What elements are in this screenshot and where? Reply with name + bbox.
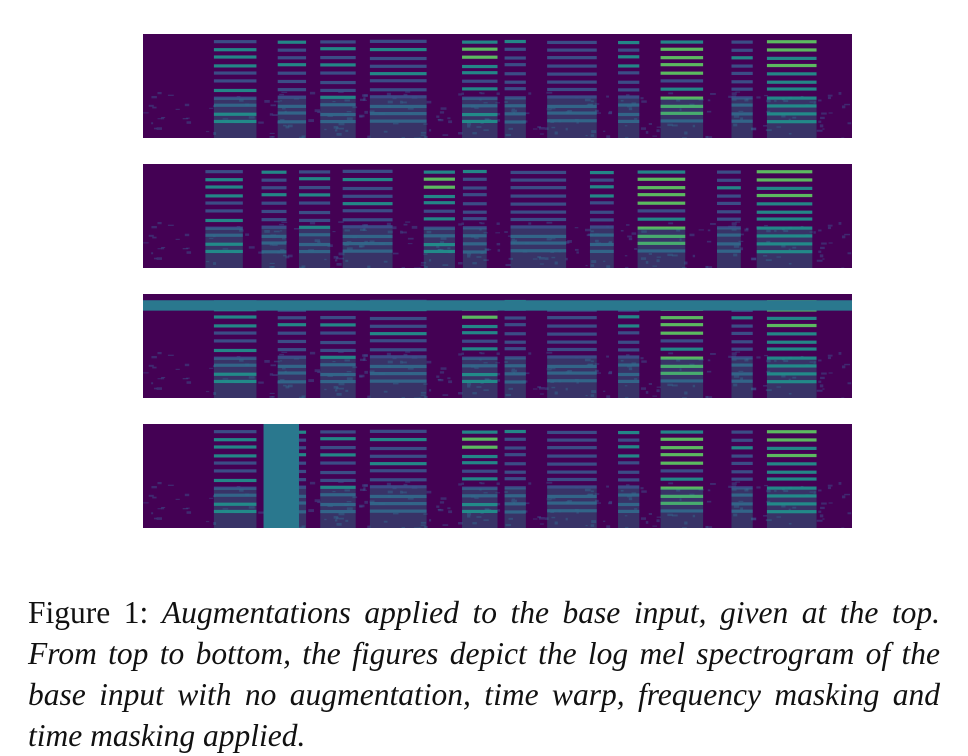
caption-label: Figure 1: xyxy=(28,595,148,630)
spectrogram-frequency-masking xyxy=(143,294,852,398)
spectrogram-frequency-masking-plot xyxy=(143,294,852,398)
figure-caption: Figure 1: Augmentations applied to the b… xyxy=(28,592,940,756)
spectrogram-base xyxy=(143,34,852,138)
spectrogram-time-masking-plot xyxy=(143,424,852,528)
spectrogram-time-masking xyxy=(143,424,852,528)
spectrogram-base-plot xyxy=(143,34,852,138)
spectrogram-time-warp-plot xyxy=(143,164,852,268)
caption-text: Augmentations applied to the base input,… xyxy=(28,595,940,753)
spectrogram-time-warp xyxy=(143,164,852,268)
